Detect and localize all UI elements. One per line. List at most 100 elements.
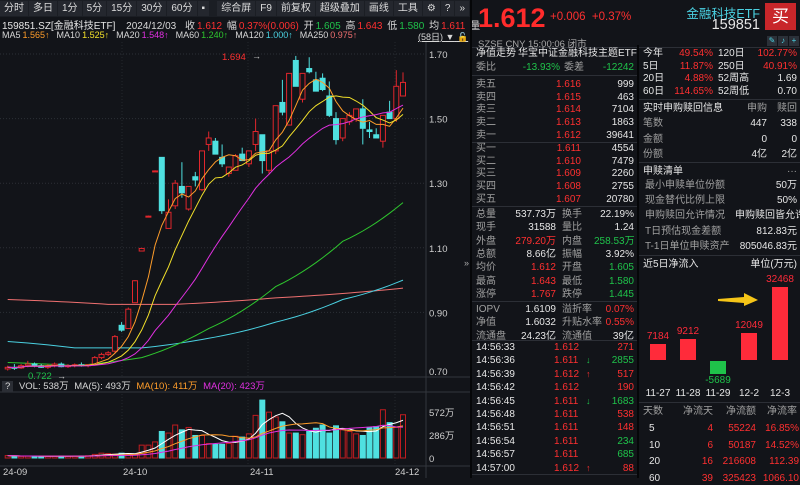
plus-icon[interactable]: + xyxy=(789,36,799,46)
perf-label: 52周高 xyxy=(718,73,750,85)
volume-bar xyxy=(205,443,212,459)
period-tab[interactable]: 15分 xyxy=(107,1,137,16)
tick-time: 14:56:39 xyxy=(476,368,515,380)
volume-tick-label: 286万 xyxy=(429,431,454,442)
flow-days: 5 xyxy=(649,423,655,434)
stat-value: 1.643 xyxy=(530,275,556,287)
volume-bar xyxy=(225,443,232,459)
tool-button[interactable]: 画线 xyxy=(364,1,393,16)
candle-body xyxy=(192,176,199,181)
stat-label: 流通值 xyxy=(562,330,592,342)
candle-body xyxy=(400,81,406,97)
pencil-icon[interactable]: ✎ xyxy=(767,36,777,46)
period-tab[interactable]: 多日 xyxy=(29,1,57,16)
bid-price: 1.609 xyxy=(555,168,581,180)
period-selector[interactable]: (58日) ▼ 🔓 xyxy=(418,30,468,43)
candle-body xyxy=(132,280,138,304)
pcf-value: 申购赎回皆允许 xyxy=(735,210,800,222)
tick-volume: 1683 xyxy=(611,395,634,407)
perf-value: 49.54% xyxy=(679,48,713,59)
tool-button[interactable]: 前复权 xyxy=(276,1,315,16)
collapse-handle[interactable]: » xyxy=(464,258,470,268)
tool-button[interactable]: 综合屏 xyxy=(217,1,256,16)
tool-button[interactable]: 工具 xyxy=(393,1,422,16)
price-tick-label: 1.30 xyxy=(429,179,448,190)
inflow-bar xyxy=(680,339,696,360)
creation-title: 实时申购赎回信息 xyxy=(643,103,723,114)
flow-days: 10 xyxy=(649,439,661,451)
candle-body xyxy=(31,363,38,367)
creation-subscribe: 447 xyxy=(750,118,767,129)
period-tab[interactable]: 1分 xyxy=(58,1,82,16)
pcf-title: 申赎清单 xyxy=(643,166,683,177)
stat-value: 1.767 xyxy=(530,288,556,300)
candle-body xyxy=(393,85,400,120)
tool-button[interactable]: ? xyxy=(440,1,455,16)
flow-net-rate: 112.39 xyxy=(769,456,799,468)
bid-label: 买四 xyxy=(476,181,496,193)
inflow-value: -5689 xyxy=(705,374,731,386)
candle-body xyxy=(373,134,380,139)
period-tab[interactable]: 分时 xyxy=(0,1,28,16)
candle-body xyxy=(212,140,219,155)
ma-value: 1.000↑ xyxy=(265,30,293,40)
help-icon[interactable]: ? xyxy=(2,381,14,392)
buy-button[interactable]: 买 xyxy=(765,3,796,30)
divider xyxy=(472,75,637,76)
period-tab[interactable]: ▪ xyxy=(197,1,210,16)
nav-trend-link[interactable]: 净值走势 xyxy=(476,48,516,59)
ask-price: 1.612 xyxy=(555,129,581,141)
divider xyxy=(472,474,637,475)
tick-volume: 2855 xyxy=(611,355,634,367)
ask-price: 1.616 xyxy=(555,79,581,90)
volume-bar xyxy=(266,411,272,459)
kline-chart[interactable]: 1.70 1.50 1.30 1.10 0.90 0.70 1.694 → 0.722 → 572万… xyxy=(0,42,470,478)
candle-body xyxy=(145,215,152,218)
ask-label: 卖二 xyxy=(476,117,496,129)
table-header: 净流额 xyxy=(726,406,756,417)
volume-bar xyxy=(346,430,353,459)
period-tab[interactable]: 30分 xyxy=(137,1,167,16)
index-name: 华宝中证金融科技主题ETF xyxy=(518,48,637,59)
candle-body xyxy=(379,114,386,142)
tool-button[interactable]: 超级叠加 xyxy=(315,1,364,16)
arrow-up-icon: ↑ xyxy=(586,368,591,379)
bell-icon[interactable]: ♪ xyxy=(778,36,788,46)
arrow-down-icon: ↓ xyxy=(586,395,591,406)
creation-label: 份额 xyxy=(643,149,663,160)
ask-label: 卖五 xyxy=(476,79,496,90)
pcf-value: 805046.83元 xyxy=(739,240,797,252)
more-icon[interactable]: ··· xyxy=(787,166,797,177)
flow-net-amount: 325423 xyxy=(722,473,756,485)
stat-label: 流通盘 xyxy=(476,330,506,342)
candle-body xyxy=(299,72,306,100)
tick-volume: 538 xyxy=(617,409,634,420)
volume-bar xyxy=(199,434,205,459)
tool-buttons: 综合屏 F9 前复权 超级叠加 画线 工具 ⚙?» xyxy=(217,1,470,16)
ma-label: MA120 xyxy=(235,30,264,40)
stat-value: 1.580 xyxy=(608,275,634,287)
stat-value: 1.605 xyxy=(608,262,634,274)
ask-price: 1.613 xyxy=(555,117,581,129)
tick-volume: 271 xyxy=(617,342,634,353)
ma20-line xyxy=(7,104,404,369)
tool-button[interactable]: » xyxy=(455,1,469,16)
ma120-line xyxy=(7,279,404,349)
stat-label: 内盘 xyxy=(562,235,582,247)
stat-label: 总量 xyxy=(476,209,496,220)
inflow-bar xyxy=(772,287,788,360)
tool-button[interactable]: ⚙ xyxy=(422,1,440,16)
stat-value: 537.73万 xyxy=(515,209,556,220)
inflow-value: 12049 xyxy=(735,319,763,331)
panel-divider[interactable] xyxy=(470,0,472,478)
bid-volume: 20780 xyxy=(606,193,634,205)
period-tab[interactable]: 60分 xyxy=(167,1,197,16)
tool-button[interactable]: F9 xyxy=(256,1,276,16)
stat-label: 开盘 xyxy=(562,262,582,274)
price-tick-label: 1.50 xyxy=(429,115,448,126)
stat-value: 0.07% xyxy=(605,304,634,316)
price-tick-label: 0.70 xyxy=(429,367,448,378)
stat-value: 22.19% xyxy=(600,209,634,220)
period-tab[interactable]: 5分 xyxy=(82,1,107,16)
open-label: 开 xyxy=(303,21,314,32)
